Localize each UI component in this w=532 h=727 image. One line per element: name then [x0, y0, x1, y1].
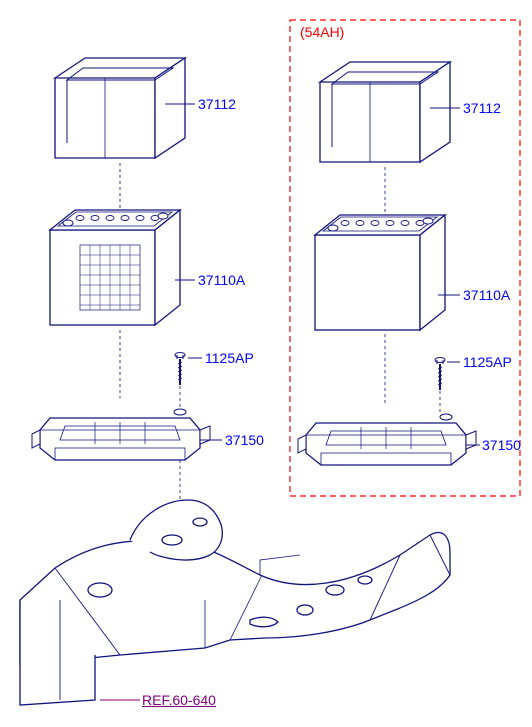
label-battery-left[interactable]: 37110A: [198, 272, 245, 288]
label-insulation-left[interactable]: 37112: [198, 96, 236, 112]
label-bolt-right[interactable]: 1125AP: [463, 354, 512, 370]
label-tray-right[interactable]: 37150: [482, 437, 521, 453]
parts-diagram: (54AH) 37112 37110A 1125AP 37150 37112 3…: [0, 0, 532, 727]
label-bolt-left[interactable]: 1125AP: [205, 350, 254, 366]
label-tray-left[interactable]: 37150: [225, 432, 264, 448]
label-battery-right[interactable]: 37110A: [463, 287, 510, 303]
label-insulation-right[interactable]: 37112: [463, 100, 501, 116]
chassis-frame: [20, 500, 450, 705]
reference-link[interactable]: REF.60-640: [142, 692, 216, 708]
diagram-svg: [0, 0, 532, 727]
group-title: (54AH): [300, 24, 344, 40]
